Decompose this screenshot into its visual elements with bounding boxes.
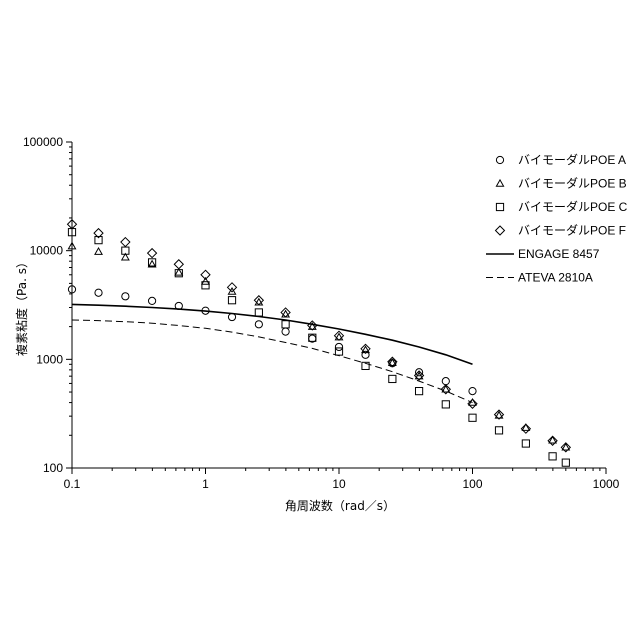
legend-swatch (496, 180, 503, 186)
data-point (389, 375, 396, 382)
y-tick-label: 100 (43, 461, 63, 475)
series-1 (68, 286, 476, 395)
legend-swatch (496, 156, 503, 163)
series-layer (68, 220, 571, 466)
series-2 (68, 243, 569, 450)
data-point (469, 388, 476, 395)
series-3 (68, 229, 569, 467)
legend-swatch (496, 203, 503, 210)
y-tick-label: 100000 (23, 135, 63, 149)
data-point (282, 321, 289, 328)
data-point (148, 297, 155, 304)
legend-swatch (496, 226, 505, 235)
data-point (174, 260, 183, 269)
data-point (228, 297, 235, 304)
data-point (255, 321, 262, 328)
legend-item: バイモーダルPOE B (496, 176, 626, 191)
x-tick-label: 1 (202, 477, 209, 491)
data-point (442, 378, 449, 385)
data-point (415, 388, 422, 395)
y-tick-label: 1000 (36, 352, 63, 366)
data-point (121, 238, 130, 247)
x-tick-label: 1000 (593, 477, 620, 491)
legend-item: ATEVA 2810A (486, 271, 593, 285)
legend-item: ENGAGE 8457 (486, 247, 600, 261)
data-point (562, 459, 569, 466)
data-point (522, 440, 529, 447)
series-5 (72, 304, 473, 364)
data-point (549, 453, 556, 460)
series-line (72, 304, 473, 364)
data-point (442, 401, 449, 408)
x-tick-label: 0.1 (64, 477, 81, 491)
legend-item: バイモーダルPOE F (496, 223, 627, 238)
legend-item: バイモーダルPOE C (496, 199, 627, 214)
legend-label: バイモーダルPOE B (518, 176, 627, 191)
data-point (95, 248, 102, 254)
data-point (255, 309, 262, 316)
data-point (282, 328, 289, 335)
series-6 (72, 320, 473, 403)
data-point (122, 293, 129, 300)
x-axis-label: 角周波数（rad／s） (285, 498, 395, 513)
data-point (495, 427, 502, 434)
y-tick-label: 10000 (30, 244, 64, 258)
legend-item: バイモーダルPOE A (496, 152, 626, 167)
plot-area (72, 142, 606, 468)
data-point (335, 343, 342, 350)
x-tick-label: 10 (332, 477, 346, 491)
series-line (72, 320, 473, 403)
legend-label: バイモーダルPOE C (518, 199, 628, 214)
legend-label: バイモーダルPOE F (518, 223, 626, 238)
legend-label: ATEVA 2810A (518, 271, 593, 285)
x-tick-label: 100 (462, 477, 482, 491)
y-axis-label: 複素粘度（Pa. s） (14, 256, 29, 356)
data-point (549, 437, 556, 443)
legend: バイモーダルPOE A バイモーダルPOE B バイモーダルPOE C バイモーダルP… (486, 152, 628, 285)
data-point (95, 289, 102, 296)
data-point (148, 249, 157, 258)
legend-label: バイモーダルPOE A (518, 152, 626, 167)
data-point (469, 414, 476, 421)
legend-label: ENGAGE 8457 (518, 247, 600, 261)
data-point (335, 334, 342, 340)
